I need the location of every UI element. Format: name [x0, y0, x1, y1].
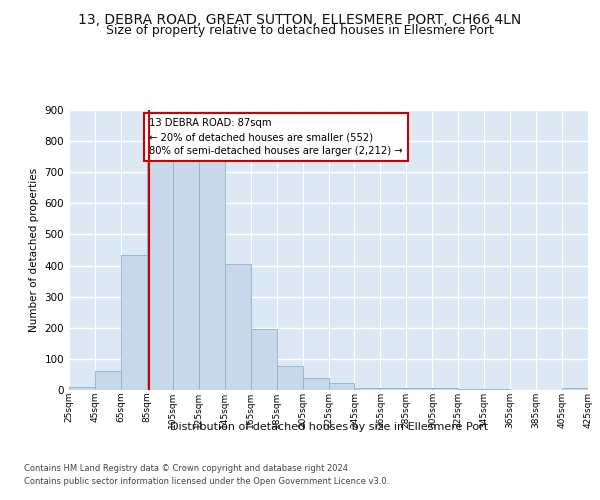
Bar — [225, 264, 251, 390]
Text: Size of property relative to detached houses in Ellesmere Port: Size of property relative to detached ho… — [106, 24, 494, 37]
Bar — [432, 388, 458, 390]
Text: Contains HM Land Registry data © Crown copyright and database right 2024.: Contains HM Land Registry data © Crown c… — [24, 464, 350, 473]
Text: 13, DEBRA ROAD, GREAT SUTTON, ELLESMERE PORT, CH66 4LN: 13, DEBRA ROAD, GREAT SUTTON, ELLESMERE … — [79, 12, 521, 26]
Bar — [199, 156, 224, 390]
Text: 13 DEBRA ROAD: 87sqm
← 20% of detached houses are smaller (552)
80% of semi-deta: 13 DEBRA ROAD: 87sqm ← 20% of detached h… — [149, 118, 403, 156]
Bar — [69, 387, 95, 390]
Text: Distribution of detached houses by size in Ellesmere Port: Distribution of detached houses by size … — [170, 422, 488, 432]
Bar — [562, 388, 588, 390]
Text: Contains public sector information licensed under the Open Government Licence v3: Contains public sector information licen… — [24, 477, 389, 486]
Bar — [173, 156, 199, 390]
Bar — [380, 388, 406, 390]
Bar — [302, 378, 329, 390]
Bar — [147, 155, 173, 390]
Bar — [355, 388, 380, 390]
Bar — [251, 328, 277, 390]
Bar — [95, 372, 121, 390]
Y-axis label: Number of detached properties: Number of detached properties — [29, 168, 39, 332]
Bar — [406, 388, 432, 390]
Bar — [277, 366, 302, 390]
Bar — [121, 254, 147, 390]
Bar — [329, 383, 355, 390]
